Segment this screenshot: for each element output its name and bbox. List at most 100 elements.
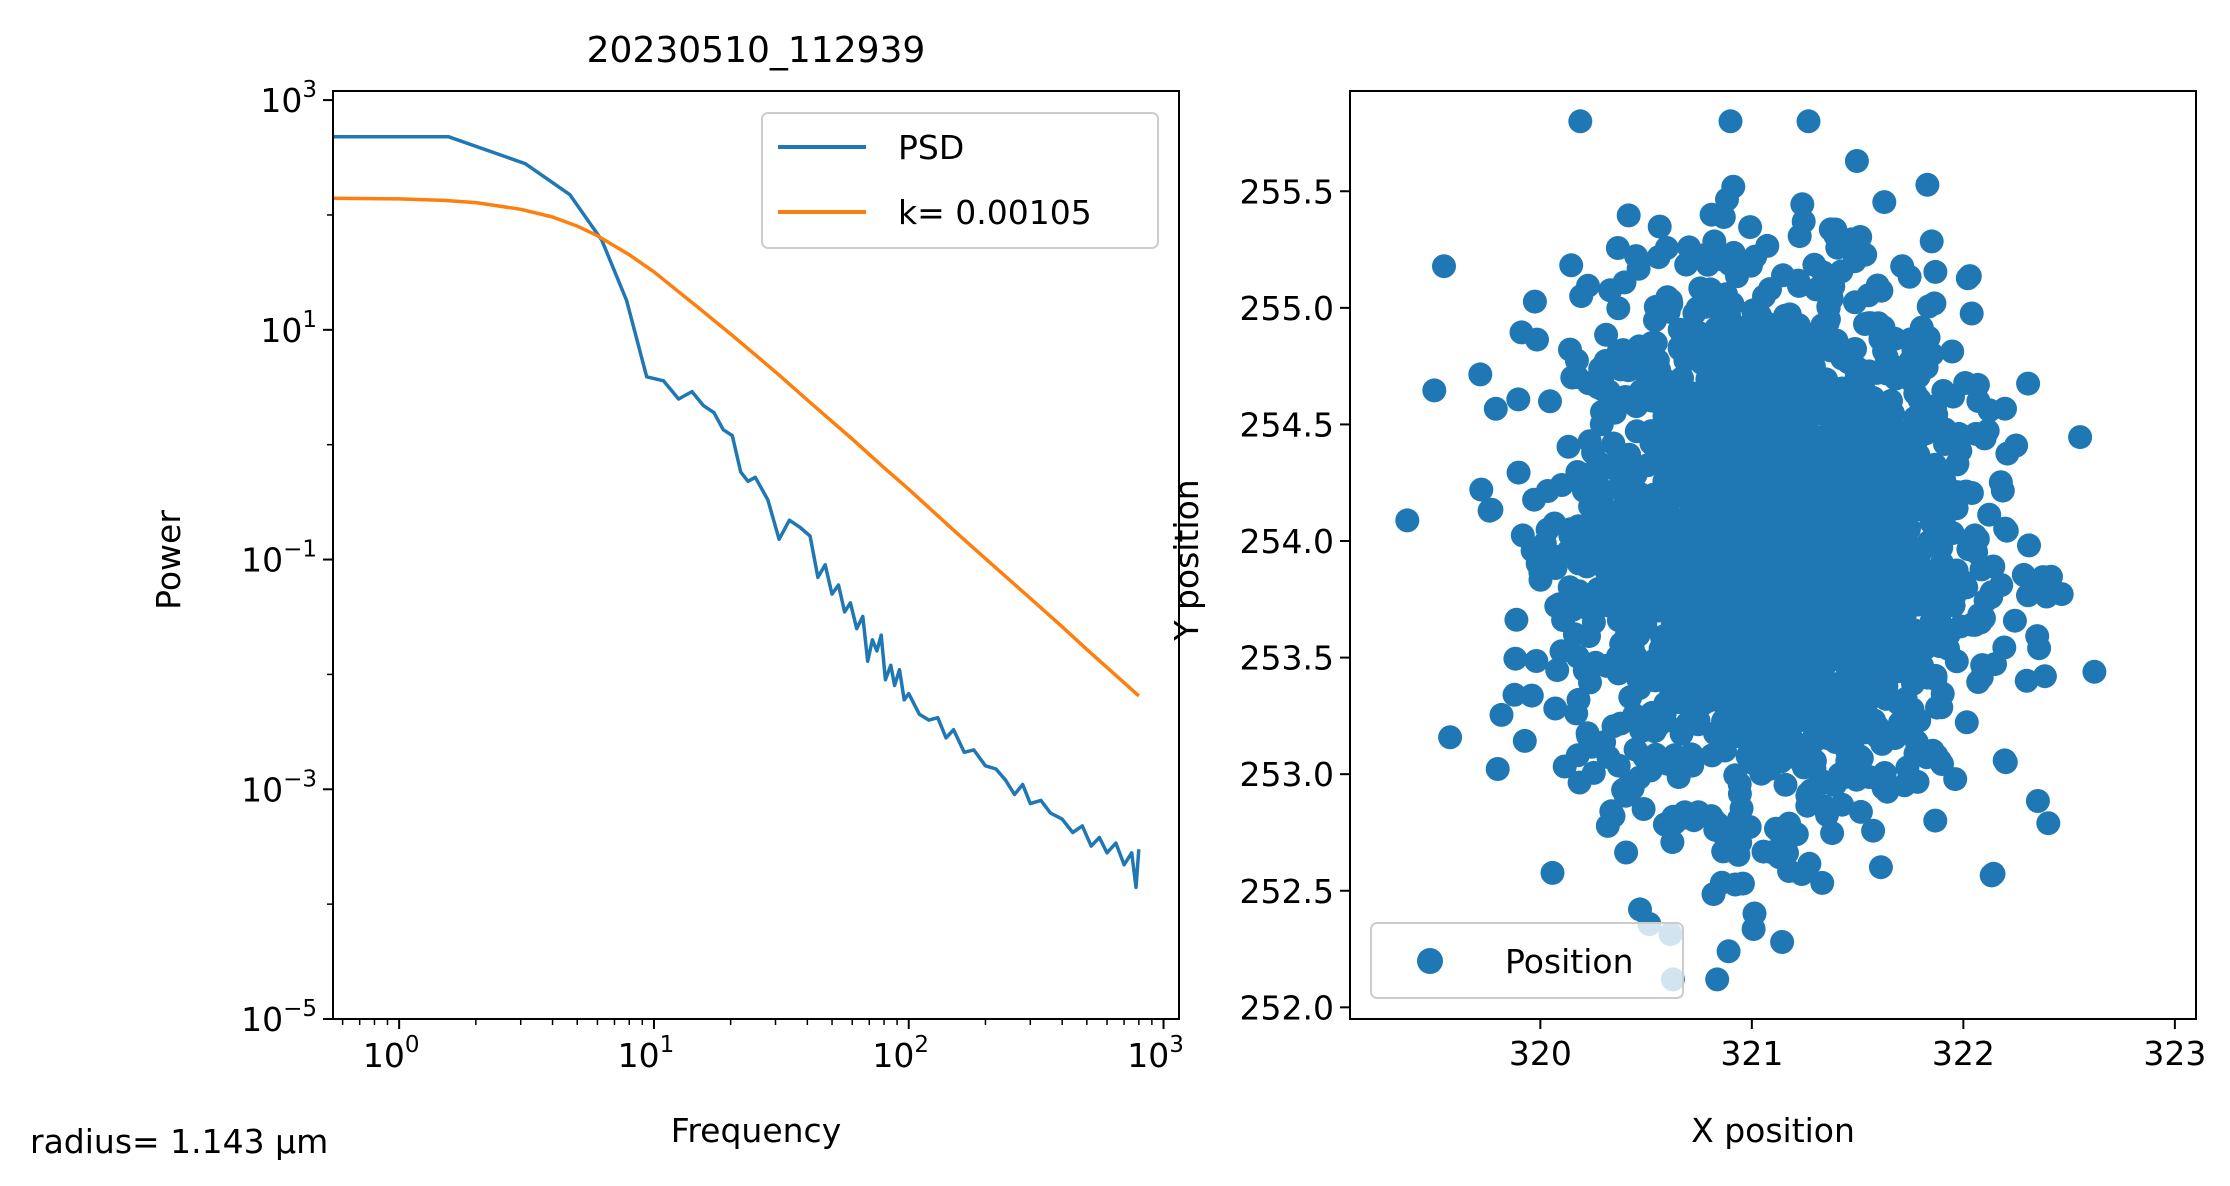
position-point bbox=[1815, 445, 1840, 470]
position-point bbox=[2034, 584, 2059, 609]
position-point bbox=[1871, 414, 1896, 439]
position-point bbox=[1432, 254, 1456, 279]
position-point bbox=[1646, 592, 1671, 617]
position-point bbox=[1735, 744, 1760, 769]
position-point bbox=[1581, 610, 1606, 635]
psd-y-tick-label: 10−5 bbox=[241, 996, 317, 1039]
position-point bbox=[1827, 614, 1852, 639]
position-point bbox=[1489, 702, 1514, 727]
position-point bbox=[1913, 474, 1938, 499]
position-point bbox=[1962, 523, 1987, 548]
position-point bbox=[1871, 776, 1896, 801]
position-point bbox=[1543, 696, 1568, 721]
position-point bbox=[2016, 583, 2040, 608]
position-point bbox=[1707, 611, 1732, 636]
position-point bbox=[1846, 451, 1871, 476]
position-point bbox=[1639, 431, 1664, 456]
position-point bbox=[1629, 509, 1654, 533]
position-point bbox=[1627, 334, 1652, 359]
position-point bbox=[1547, 592, 1572, 617]
position-point bbox=[1469, 477, 1494, 502]
position-point bbox=[1751, 416, 1776, 441]
position-point bbox=[1786, 532, 1811, 557]
position-point bbox=[1820, 821, 1845, 846]
position-point bbox=[1808, 502, 1832, 527]
position-point bbox=[1886, 690, 1911, 715]
position-y-tick-label: 255.0 bbox=[1240, 289, 1334, 328]
position-point bbox=[1755, 466, 1780, 491]
position-point bbox=[1860, 656, 1885, 681]
psd-x-tick-label: 101 bbox=[618, 1032, 675, 1075]
position-point bbox=[1538, 389, 1562, 414]
position-x-tick-label: 320 bbox=[1509, 1034, 1572, 1073]
position-point bbox=[1612, 270, 1637, 295]
position-point bbox=[1809, 768, 1834, 793]
position-point bbox=[1882, 326, 1907, 351]
psd-legend: PSD k= 0.00105 bbox=[761, 112, 1159, 249]
position-point bbox=[1959, 301, 1984, 326]
position-point bbox=[1477, 498, 1502, 523]
position-point bbox=[1915, 665, 1940, 690]
position-point bbox=[1811, 572, 1836, 597]
position-y-tick-label: 253.5 bbox=[1240, 639, 1334, 678]
position-point bbox=[1711, 821, 1736, 846]
position-point bbox=[1955, 266, 1980, 291]
position-point bbox=[1742, 685, 1767, 710]
position-y-axis-label: Y position bbox=[1167, 479, 1206, 641]
position-point bbox=[1962, 612, 1987, 637]
position-point bbox=[1743, 244, 1768, 269]
position-point bbox=[1738, 215, 1763, 240]
position-point bbox=[1606, 661, 1631, 686]
psd-x-tick-label: 102 bbox=[872, 1032, 929, 1075]
position-point bbox=[1566, 514, 1591, 539]
position-point bbox=[1919, 229, 1944, 254]
position-point bbox=[1906, 577, 1931, 602]
position-point bbox=[1681, 808, 1706, 833]
position-point bbox=[1502, 682, 1527, 707]
position-point bbox=[1868, 855, 1893, 880]
position-point bbox=[1831, 515, 1856, 540]
position-point bbox=[1701, 882, 1726, 907]
position-point bbox=[1650, 394, 1675, 419]
position-point bbox=[1593, 349, 1618, 373]
position-point bbox=[1506, 387, 1531, 412]
position-x-axis: 320 321 322 323 bbox=[1509, 1019, 2206, 1073]
psd-y-axis-label: Power bbox=[149, 510, 188, 610]
position-point bbox=[1565, 365, 1590, 389]
position-point bbox=[1711, 708, 1736, 733]
position-point bbox=[2082, 659, 2107, 684]
position-point bbox=[1794, 681, 1818, 706]
psd-series-line bbox=[333, 134, 1141, 890]
position-point bbox=[1897, 516, 1921, 541]
position-point bbox=[1818, 330, 1843, 355]
position-point bbox=[1522, 289, 1547, 314]
position-point bbox=[1721, 325, 1746, 350]
position-point bbox=[1797, 701, 1822, 726]
position-point bbox=[1844, 149, 1869, 173]
position-point bbox=[1969, 557, 1994, 582]
position-point bbox=[1732, 594, 1757, 619]
position-point bbox=[1524, 649, 1549, 673]
position-point bbox=[1865, 273, 1890, 298]
position-point bbox=[1850, 638, 1875, 663]
position-point bbox=[1503, 646, 1528, 671]
fit-legend-label: k= 0.00105 bbox=[898, 193, 1092, 232]
position-point bbox=[1732, 435, 1756, 460]
position-point bbox=[1901, 337, 1926, 362]
position-point bbox=[1664, 539, 1689, 564]
position-point bbox=[1705, 967, 1730, 992]
position-point bbox=[1922, 601, 1947, 626]
position-point bbox=[1706, 408, 1731, 433]
position-point bbox=[1804, 277, 1829, 302]
position-point bbox=[1796, 460, 1821, 485]
position-point bbox=[1848, 476, 1873, 501]
position-point bbox=[1856, 525, 1881, 550]
position-point bbox=[1776, 362, 1801, 387]
position-point bbox=[1789, 489, 1814, 514]
position-point bbox=[1757, 756, 1782, 781]
position-y-axis: 252.0 252.5 253.0 253.5 254.0 254.5 255.0 255.5 bbox=[1240, 172, 1350, 1027]
position-point bbox=[1802, 749, 1827, 773]
psd-chart: 20230510_112939 100 101 102 103 10−510−310−… bbox=[149, 30, 1184, 1150]
position-point bbox=[1483, 396, 1508, 421]
position-point bbox=[1816, 307, 1841, 332]
